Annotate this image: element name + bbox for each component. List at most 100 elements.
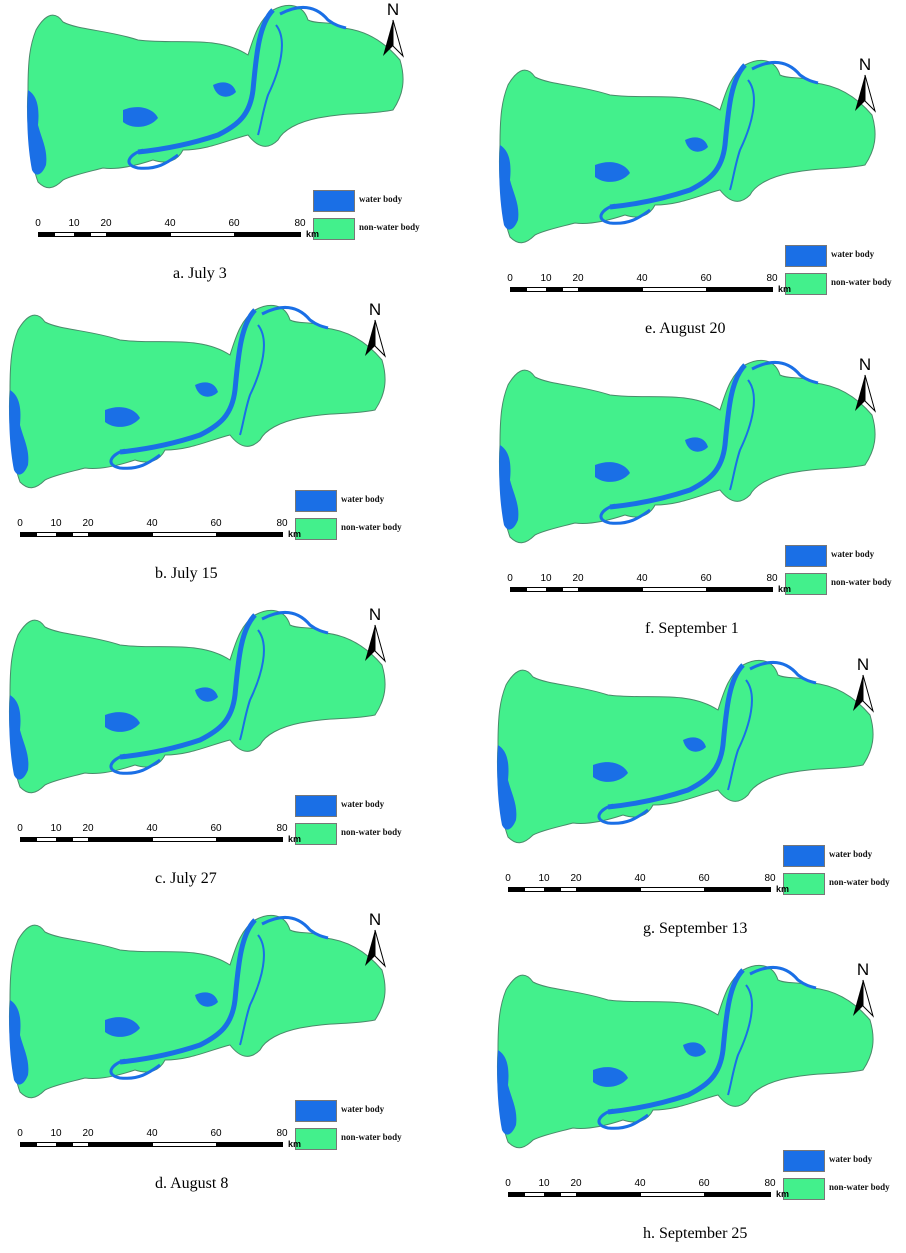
water-legend-label: water body — [829, 1154, 873, 1164]
central-lake — [105, 1017, 140, 1037]
river-inner-loop — [729, 379, 755, 491]
scale-tick-label: 20 — [572, 273, 584, 284]
river-channel — [137, 8, 275, 155]
scale-tick-label: 0 — [17, 518, 23, 529]
scale-segment — [704, 887, 771, 892]
scale-tick-label: 0 — [505, 873, 511, 884]
scale-segment — [560, 887, 577, 892]
land-swatch — [783, 873, 825, 895]
water-body-map — [27, 4, 404, 189]
scale-segment — [56, 1142, 73, 1147]
land-legend-label: non-water body — [829, 877, 890, 887]
river-branch — [261, 610, 329, 635]
scale-unit: km — [306, 229, 320, 239]
oxbow-lake — [599, 503, 651, 525]
scale-tick-label: 10 — [538, 873, 550, 884]
central-lake — [595, 162, 630, 182]
north-arrow: N — [360, 605, 390, 665]
legend: water body non-water body — [295, 795, 435, 845]
scale-segment — [526, 587, 547, 592]
river-branch — [279, 5, 347, 30]
river-channel — [607, 968, 745, 1115]
land-legend-label: non-water body — [341, 522, 402, 532]
scale-tick-label: 20 — [82, 518, 94, 529]
water-swatch — [785, 545, 827, 567]
scale-segment — [562, 587, 579, 592]
scale-tick-label: 10 — [68, 218, 80, 229]
scale-segment — [88, 1142, 153, 1147]
scale-segment — [576, 887, 641, 892]
scale-segment — [544, 887, 561, 892]
river-branch — [749, 965, 817, 990]
scale-segment — [544, 1192, 561, 1197]
oxbow-lake — [597, 803, 649, 825]
scale-segment — [54, 232, 75, 237]
central-lake — [593, 762, 628, 782]
river-inner-loop — [729, 79, 755, 191]
water-swatch — [295, 1100, 337, 1122]
north-letter: N — [368, 605, 382, 624]
scale-segment — [36, 837, 57, 842]
legend: water body non-water body — [295, 1100, 435, 1150]
scale-tick-label: 0 — [507, 273, 513, 284]
central-lake — [595, 462, 630, 482]
scale-segment — [706, 287, 773, 292]
land-legend-label: non-water body — [359, 222, 420, 232]
scale-segment — [234, 232, 301, 237]
scale-segment — [508, 887, 525, 892]
scale-unit: km — [288, 834, 302, 844]
scale-segment — [562, 287, 579, 292]
panel-caption: b. July 15 — [155, 565, 218, 582]
land-swatch — [785, 273, 827, 295]
north-arrow: N — [360, 300, 390, 360]
upper-lake — [683, 1042, 706, 1057]
scale-unit: km — [778, 284, 792, 294]
scale-unit: km — [778, 584, 792, 594]
river-branch — [261, 305, 329, 330]
river-branch — [261, 915, 329, 940]
panel-caption: h. September 25 — [643, 1225, 748, 1242]
scale-tick-label: 20 — [570, 873, 582, 884]
scale-segment — [106, 232, 171, 237]
land-swatch — [295, 1128, 337, 1150]
western-lakes — [499, 445, 519, 530]
oxbow-lake — [109, 448, 161, 470]
land-legend-label: non-water body — [831, 277, 892, 287]
river-channel — [119, 613, 257, 760]
panel-caption: c. July 27 — [155, 870, 217, 887]
scale-segment — [560, 1192, 577, 1197]
scale-tick-label: 80 — [276, 518, 288, 529]
scale-bar: 0 10 20 40 60 80 km — [490, 573, 792, 607]
scale-tick-label: 80 — [764, 873, 776, 884]
north-arrow: N — [850, 55, 880, 115]
scale-tick-label: 60 — [700, 573, 712, 584]
scale-segment — [642, 587, 707, 592]
scale-segment — [526, 287, 547, 292]
non-water-region — [27, 4, 404, 189]
scale-segment — [546, 287, 563, 292]
scale-segment — [216, 1142, 283, 1147]
water-swatch — [313, 190, 355, 212]
water-body-map — [9, 304, 386, 489]
scale-segment — [170, 232, 235, 237]
scale-tick-label: 40 — [634, 1178, 646, 1189]
water-swatch — [295, 490, 337, 512]
scale-tick-label: 60 — [700, 273, 712, 284]
scale-segment — [56, 532, 73, 537]
panel-caption: g. September 13 — [643, 920, 748, 937]
scale-segment — [38, 232, 55, 237]
scale-segment — [524, 1192, 545, 1197]
north-arrow: N — [850, 355, 880, 415]
scale-tick-label: 20 — [82, 823, 94, 834]
land-swatch — [295, 518, 337, 540]
scale-segment — [578, 287, 643, 292]
scale-tick-label: 60 — [210, 518, 222, 529]
land-legend-label: non-water body — [341, 1132, 402, 1142]
water-legend-label: water body — [341, 799, 385, 809]
scale-tick-label: 20 — [570, 1178, 582, 1189]
scale-tick-label: 20 — [572, 573, 584, 584]
north-arrow-icon — [853, 674, 874, 713]
scale-segment — [640, 1192, 705, 1197]
panel-caption: e. August 20 — [645, 320, 726, 337]
north-letter: N — [368, 300, 382, 319]
